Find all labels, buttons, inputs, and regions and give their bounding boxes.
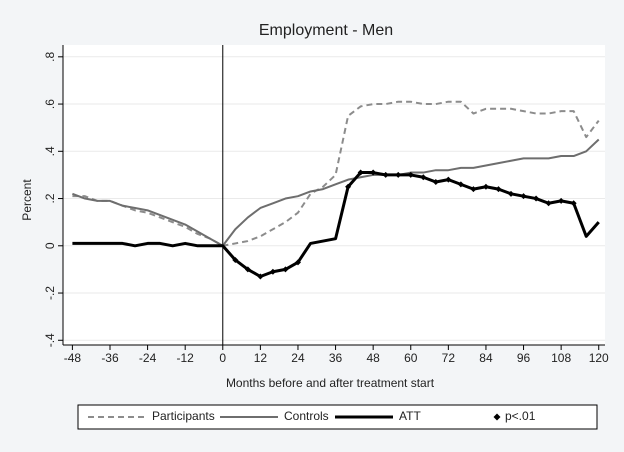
x-tick-label: 48 bbox=[366, 351, 380, 365]
y-tick-label: .2 bbox=[43, 193, 57, 203]
x-tick-label: 108 bbox=[551, 351, 571, 365]
marker bbox=[345, 183, 352, 190]
marker bbox=[520, 193, 527, 200]
marker bbox=[420, 174, 427, 181]
marker bbox=[457, 181, 464, 188]
legend-label: Participants bbox=[152, 409, 215, 423]
marker bbox=[495, 186, 502, 193]
x-tick-label: 36 bbox=[329, 351, 343, 365]
marker bbox=[558, 197, 565, 204]
y-axis-label: Percent bbox=[20, 179, 34, 221]
y-tick-label: .6 bbox=[43, 99, 57, 109]
series-line bbox=[72, 100, 600, 247]
legend-box bbox=[77, 404, 598, 430]
marker bbox=[370, 169, 377, 176]
marker bbox=[570, 200, 577, 207]
x-axis-label: Months before and after treatment start bbox=[226, 376, 435, 390]
marker bbox=[545, 200, 552, 207]
marker bbox=[508, 190, 515, 197]
chart-title: Employment - Men bbox=[259, 22, 393, 39]
marker bbox=[482, 183, 489, 190]
marker bbox=[232, 256, 239, 263]
legend-symbol bbox=[493, 413, 501, 421]
marker bbox=[269, 268, 276, 275]
y-tick-label: 0 bbox=[43, 242, 57, 249]
marker bbox=[294, 259, 301, 266]
marker bbox=[357, 169, 364, 176]
legend-label: p<.01 bbox=[505, 409, 536, 423]
x-tick-label: 12 bbox=[254, 351, 268, 365]
marker bbox=[445, 176, 452, 183]
x-tick-label: 72 bbox=[442, 351, 456, 365]
marker bbox=[257, 273, 264, 280]
marker bbox=[407, 171, 414, 178]
marker bbox=[395, 171, 402, 178]
marker bbox=[432, 179, 439, 186]
marker bbox=[470, 186, 477, 193]
x-tick-label: 84 bbox=[479, 351, 493, 365]
series-line bbox=[72, 138, 600, 247]
x-tick-label: 24 bbox=[291, 351, 305, 365]
x-tick-label: -48 bbox=[64, 351, 82, 365]
y-tick-label: .4 bbox=[43, 146, 57, 156]
x-tick-label: -12 bbox=[177, 351, 195, 365]
x-tick-label: 60 bbox=[404, 351, 418, 365]
x-tick-label: -36 bbox=[101, 351, 119, 365]
x-tick-label: 96 bbox=[517, 351, 531, 365]
marker bbox=[282, 266, 289, 273]
y-tick-label: -.2 bbox=[43, 286, 57, 300]
y-tick-label: -.4 bbox=[43, 333, 57, 347]
marker bbox=[382, 171, 389, 178]
x-tick-label: -24 bbox=[139, 351, 157, 365]
y-tick-label: .8 bbox=[43, 51, 57, 61]
x-tick-label: 120 bbox=[589, 351, 609, 365]
legend-label: ATT bbox=[399, 409, 421, 423]
marker bbox=[533, 195, 540, 202]
legend-label: Controls bbox=[284, 409, 329, 423]
x-tick-label: 0 bbox=[219, 351, 226, 365]
marker bbox=[244, 266, 251, 273]
